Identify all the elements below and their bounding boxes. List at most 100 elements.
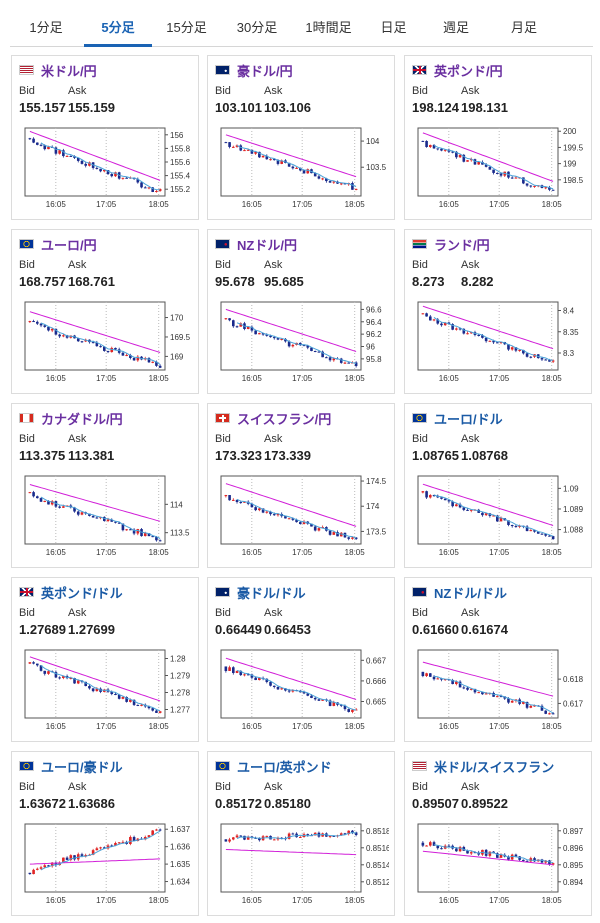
plot-frame [417, 301, 559, 371]
ask-value: 0.89522 [461, 796, 508, 811]
candle [548, 360, 551, 362]
candle [306, 169, 310, 174]
ask-label: Ask [461, 433, 480, 445]
tab-8[interactable]: 月足 [510, 20, 537, 35]
y-tick-label: 1.089 [563, 505, 584, 514]
candle [291, 344, 295, 347]
candle [540, 358, 544, 360]
pair-link[interactable]: NZドル/ドル [412, 584, 507, 601]
quote-card[interactable]: カナダドル/円 Bid Ask 113.375 113.381 16:05 17:05 18:… [11, 403, 199, 568]
candle [95, 517, 99, 519]
tab-7[interactable]: 週足 [442, 20, 469, 35]
candle [447, 322, 451, 325]
quote-card[interactable]: ユーロ/豪ドル Bid Ask 1.63672 1.63686 16:05 17:05 18:… [11, 751, 199, 916]
candle [132, 529, 136, 534]
price-chart[interactable]: 16:05 17:05 18:05 104 103.5 [215, 124, 389, 219]
tab-1[interactable]: 1分足 [29, 20, 63, 35]
candle [544, 533, 547, 536]
pair-link[interactable]: 米ドル/スイスフラン [412, 758, 554, 775]
candle [447, 845, 451, 847]
pair-link[interactable]: 豪ドル/円 [215, 62, 293, 79]
quote-card[interactable]: ユーロ/英ポンド Bid Ask 0.85172 0.85180 16:05 17:05 18… [207, 751, 395, 916]
candle [499, 696, 503, 698]
short-moving-average [433, 494, 554, 537]
x-tick-label: 18:05 [345, 722, 366, 731]
candle [466, 687, 469, 690]
candle [43, 500, 47, 502]
candle [469, 332, 473, 334]
candle [529, 356, 533, 358]
price-chart[interactable]: 16:05 17:05 18:05 8.4 8.35 8.3 [412, 298, 586, 393]
quote-card[interactable]: 米ドル/スイスフラン Bid Ask 0.89507 0.89522 16:05 17:05… [404, 751, 592, 916]
quote-card[interactable]: ユーロ/円 Bid Ask 168.757 168.761 16:05 17:05 18:05… [11, 229, 199, 394]
pair-name: 英ポンド/円 [434, 63, 503, 79]
candle [529, 530, 533, 532]
x-tick-label: 16:05 [242, 374, 263, 383]
price-chart[interactable]: 16:05 17:05 18:05 1.09 1.089 1.088 [412, 472, 586, 567]
x-tick-label: 16:05 [46, 548, 67, 557]
quote-card[interactable]: 豪ドル/円 Bid Ask 103.101 103.106 16:05 17:05 18:05… [207, 55, 395, 220]
pair-link[interactable]: NZドル/円 [215, 236, 297, 253]
tab-5[interactable]: 1時間足 [305, 20, 352, 35]
x-tick-label: 18:05 [149, 200, 170, 209]
ask-value: 1.63686 [68, 796, 115, 811]
pair-link[interactable]: スイスフラン/円 [215, 410, 331, 427]
candle [455, 151, 458, 158]
quote-card[interactable]: NZドル/ドル Bid Ask 0.61660 0.61674 16:05 17:05 18:… [404, 577, 592, 742]
au-flag-icon [215, 587, 230, 597]
candle [114, 172, 117, 177]
price-chart[interactable]: 16:05 17:05 18:05 1.28 1.279 1.278 1.277 [19, 646, 193, 741]
pair-link[interactable]: ランド/円 [412, 236, 490, 253]
tab-4[interactable]: 30分足 [236, 20, 278, 35]
candle [239, 323, 243, 327]
pair-link[interactable]: 英ポンド/円 [412, 62, 503, 79]
quote-card[interactable]: ユーロ/ドル Bid Ask 1.08765 1.08768 16:05 17:05 18:0… [404, 403, 592, 568]
x-tick-label: 16:05 [242, 722, 263, 731]
pair-link[interactable]: ユーロ/ドル [412, 410, 503, 427]
x-tick-label: 17:05 [489, 374, 510, 383]
price-chart[interactable]: 16:05 17:05 18:05 174.5 174 173.5 [215, 472, 389, 567]
pair-link[interactable]: ユーロ/豪ドル [19, 758, 123, 775]
candle [99, 847, 102, 849]
tab-6[interactable]: 日足 [380, 20, 407, 35]
candle [243, 501, 246, 503]
price-chart[interactable]: 16:05 17:05 18:05 0.897 0.896 0.895 0.894 [412, 820, 586, 915]
candle [28, 321, 32, 323]
bid-value: 1.27689 [19, 622, 66, 637]
quote-card[interactable]: 米ドル/円 Bid Ask 155.157 155.159 16:05 17:05 18:05… [11, 55, 199, 220]
candle [522, 177, 525, 184]
price-chart[interactable]: 16:05 17:05 18:05 0.8518 0.8516 0.8514 0.8512 [215, 820, 389, 915]
pair-link[interactable]: カナダドル/円 [19, 410, 123, 427]
price-chart[interactable]: 16:05 17:05 18:05 114 113.5 [19, 472, 193, 567]
candle [143, 187, 147, 189]
price-chart[interactable]: 16:05 17:05 18:05 0.667 0.666 0.665 [215, 646, 389, 741]
y-tick-label: 8.4 [563, 307, 575, 316]
pair-link[interactable]: ユーロ/円 [19, 236, 97, 253]
price-chart[interactable]: 16:05 17:05 18:05 170 169.5 169 [19, 298, 193, 393]
quote-card[interactable]: NZドル/円 Bid Ask 95.678 95.685 16:05 17:05 18:05 9… [207, 229, 395, 394]
quote-card[interactable]: 英ポンド/円 Bid Ask 198.124 198.131 16:05 17:05 18:0… [404, 55, 592, 220]
quote-card[interactable]: 豪ドル/ドル Bid Ask 0.66449 0.66453 16:05 17:05 18:0… [207, 577, 395, 742]
quote-card[interactable]: 英ポンド/ドル Bid Ask 1.27689 1.27699 16:05 17:05 18:… [11, 577, 199, 742]
pair-link[interactable]: ユーロ/英ポンド [215, 758, 332, 775]
price-chart[interactable]: 16:05 17:05 18:05 200 199.5 199 198.5 [412, 124, 586, 219]
pair-link[interactable]: 英ポンド/ドル [19, 584, 123, 601]
eu-flag-icon [19, 761, 34, 771]
price-chart[interactable]: 16:05 17:05 18:05 0.618 0.617 [412, 646, 586, 741]
ask-label: Ask [461, 781, 480, 793]
short-moving-average [433, 675, 554, 714]
candle [62, 506, 65, 508]
tab-3[interactable]: 15分足 [166, 20, 207, 35]
candle [443, 498, 447, 501]
candle [91, 688, 95, 692]
price-chart[interactable]: 16:05 17:05 18:05 156 155.8 155.6 155.4 155.2 [19, 124, 193, 219]
tab-2[interactable]: 5分足 [84, 9, 152, 47]
candle [136, 704, 140, 706]
quote-card[interactable]: スイスフラン/円 Bid Ask 173.323 173.339 16:05 17:05 18… [207, 403, 395, 568]
pair-link[interactable]: 豪ドル/ドル [215, 584, 306, 601]
price-chart[interactable]: 16:05 17:05 18:05 96.6 96.4 96.2 96 95.8 [215, 298, 389, 393]
pair-link[interactable]: 米ドル/円 [19, 62, 97, 79]
candle [425, 673, 428, 677]
quote-card[interactable]: ランド/円 Bid Ask 8.273 8.282 16:05 17:05 18:05 8.4 8… [404, 229, 592, 394]
price-chart[interactable]: 16:05 17:05 18:05 1.637 1.636 1.635 1.634 [19, 820, 193, 915]
